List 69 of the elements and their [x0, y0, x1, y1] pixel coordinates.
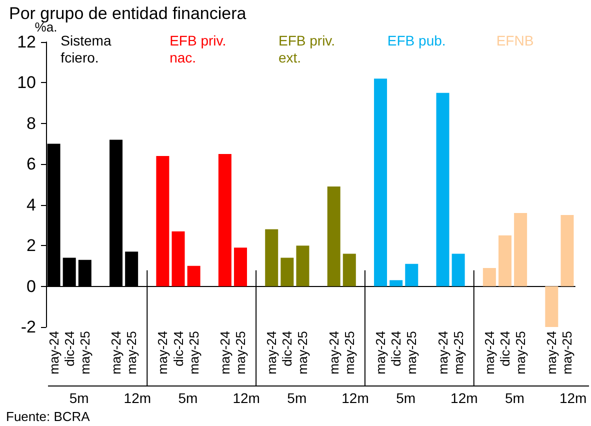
x-tick-label: may-24 [326, 331, 342, 374]
x-tick-label: may-24 [544, 331, 560, 374]
bar [498, 235, 512, 286]
bar [156, 156, 170, 286]
x-tick-label: may-24 [435, 331, 450, 374]
bar [218, 154, 232, 286]
y-tick-label: 12 [17, 32, 36, 52]
text: 5m [504, 390, 524, 406]
x-tick-label: dic-24 [280, 331, 295, 366]
bar [172, 231, 185, 286]
x-tick-label: may-24 [46, 331, 62, 374]
bar [374, 78, 388, 286]
text: 12m [232, 390, 260, 406]
bar [452, 254, 465, 286]
x-tick-label: may-25 [77, 331, 92, 374]
x-tick-label: may-25 [342, 331, 357, 374]
bar [482, 268, 496, 286]
x-tick-label: may-25 [450, 331, 466, 374]
text: 12m [124, 390, 152, 406]
bar [187, 266, 200, 286]
y-tick-label: 6 [26, 154, 36, 174]
y-tick-label: 4 [26, 195, 36, 214]
bar [545, 286, 558, 327]
text: 5m [69, 390, 89, 406]
y-tick-label: 10 [17, 73, 36, 92]
x-tick-label: dic-24 [497, 331, 512, 366]
y-tick-label: 0 [26, 276, 36, 296]
bar [296, 246, 310, 286]
x-tick-label: may-24 [264, 331, 280, 374]
x-tick-label: dic-24 [388, 331, 404, 366]
bar [327, 186, 340, 286]
text: EFB priv. ext. [278, 32, 339, 66]
text: 12m [450, 390, 478, 406]
bar [265, 229, 278, 286]
x-tick-label: may-24 [373, 331, 388, 374]
bar [342, 254, 356, 286]
y-tick-label: 8 [26, 114, 36, 133]
bar [405, 264, 418, 286]
text: 5m [178, 390, 198, 406]
bar [390, 280, 403, 286]
x-tick-label: dic-24 [62, 331, 77, 366]
bar [280, 258, 294, 286]
x-tick-label: may-25 [124, 331, 140, 374]
x-tick-label: may-25 [404, 331, 420, 374]
text: Sistema fciero. [60, 32, 116, 66]
x-tick-label: may-24 [482, 331, 497, 374]
bar [234, 248, 247, 286]
y-tick-label: 2 [26, 236, 36, 256]
x-tick-label: may-25 [232, 331, 248, 374]
bar [514, 213, 528, 286]
bar [560, 215, 574, 286]
text: 5m [396, 390, 416, 406]
x-tick-label: may-25 [186, 331, 202, 374]
text: EFB priv. nac. [170, 32, 230, 66]
x-tick-label: may-25 [560, 331, 575, 374]
x-tick-label: may-25 [295, 331, 310, 374]
x-tick-label: dic-24 [170, 331, 186, 366]
x-tick-label: may-24 [217, 331, 232, 374]
text: 5m [287, 390, 307, 406]
x-tick-label: may-24 [155, 331, 170, 374]
y-tick-label: -2 [20, 318, 36, 336]
text: EFNB [496, 32, 534, 48]
text: EFB pub. [387, 32, 446, 48]
text: 12m [559, 390, 587, 406]
x-tick-label: may-25 [513, 331, 528, 374]
text: 12m [342, 390, 369, 406]
bar [436, 92, 450, 286]
source-note: Fuente: BCRA [6, 409, 90, 424]
x-tick-label: may-24 [108, 331, 124, 374]
